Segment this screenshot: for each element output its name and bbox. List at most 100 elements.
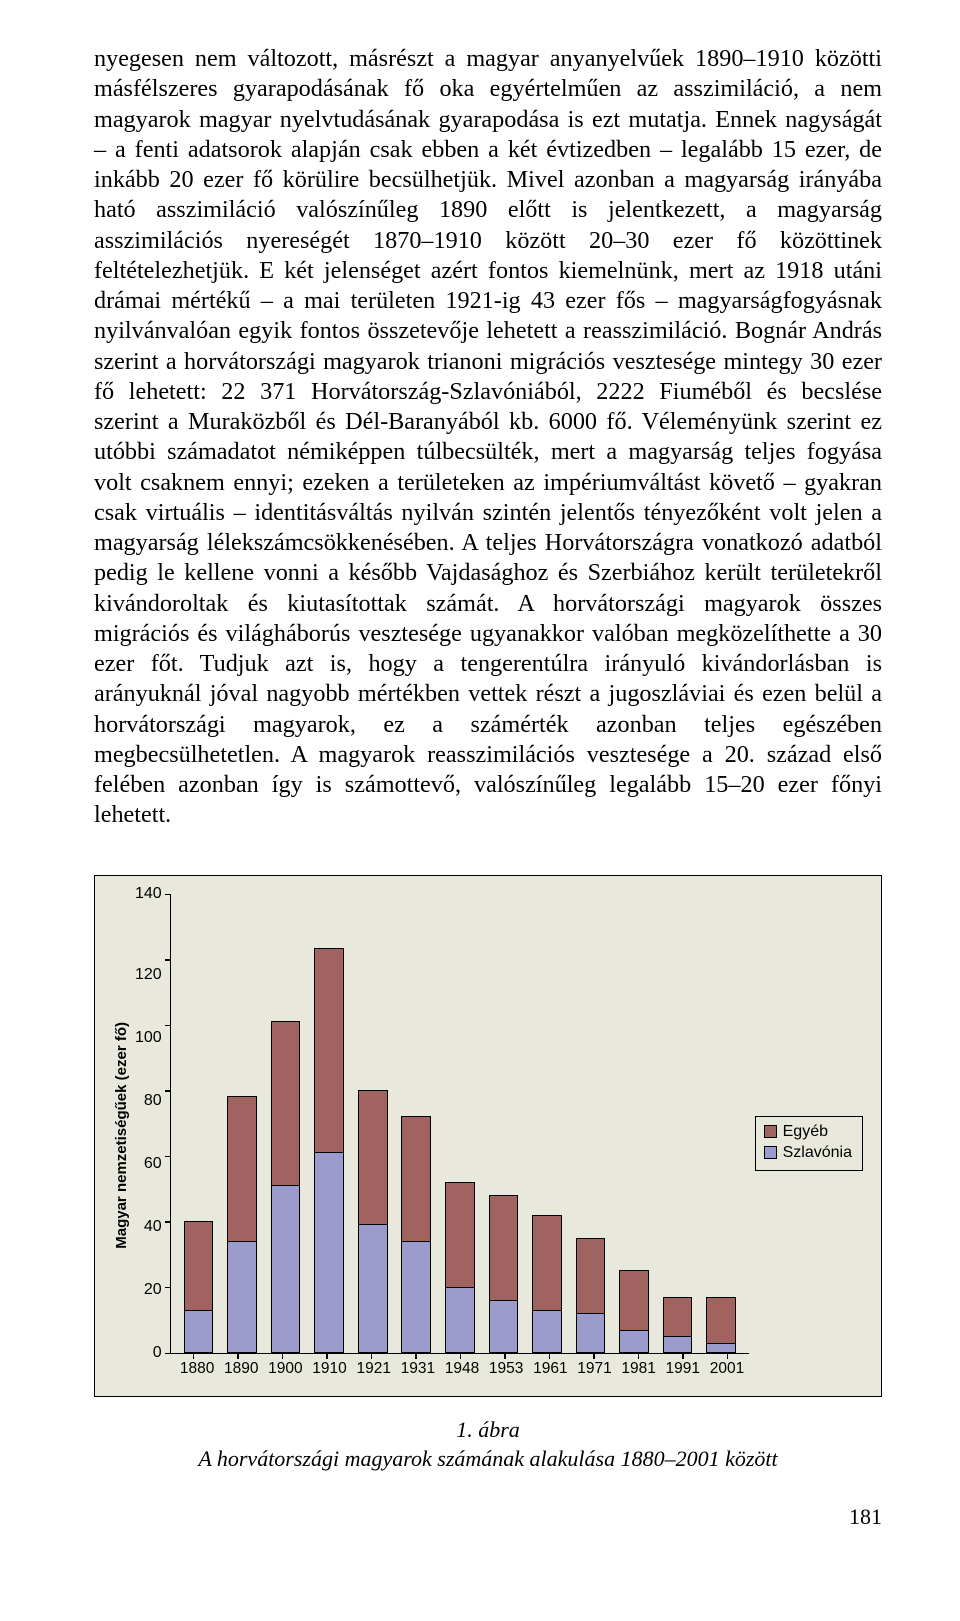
bar-slot [307,894,351,1353]
x-tick-mark [460,1353,462,1359]
stacked-bar [489,1195,519,1353]
y-tick-mark [165,1353,171,1355]
x-tick-label: 1953 [484,1360,528,1378]
legend-label: Szlavónia [783,1142,852,1164]
stacked-bar [532,1215,562,1353]
bar-slot [656,894,700,1353]
caption-line-2: A horvátországi magyarok számának alakul… [94,1444,882,1474]
bar-segment-egyeb [619,1270,649,1329]
y-tick-mark [165,894,171,896]
stacked-bar [227,1096,257,1352]
stacked-bar [314,948,344,1352]
page-number: 181 [94,1504,882,1530]
bar-segment-szlavonia [663,1336,693,1352]
x-tick-mark [638,1353,640,1359]
bar-segment-szlavonia [489,1300,519,1353]
x-tick-label: 1900 [263,1360,307,1378]
x-tick-label: 1961 [528,1360,572,1378]
bar-segment-szlavonia [271,1185,301,1353]
x-tick-label: 1931 [396,1360,440,1378]
x-tick-label: 1971 [572,1360,616,1378]
x-tick-label: 1880 [175,1360,219,1378]
bar-segment-egyeb [401,1116,431,1241]
bar-segment-egyeb [184,1221,214,1310]
bar-segment-egyeb [314,948,344,1152]
bar-segment-szlavonia [184,1310,214,1353]
x-tick-mark [682,1353,684,1359]
body-paragraph: nyegesen nem változott, másrészt a magya… [94,44,882,831]
x-tick-mark [371,1353,373,1359]
bar-slot [612,894,656,1353]
stacked-bar [401,1116,431,1353]
bar-segment-egyeb [706,1297,736,1343]
y-tick-label: 120 [135,966,162,984]
y-tick-label: 20 [144,1281,162,1299]
x-tick-label: 1921 [352,1360,396,1378]
bar-slot [351,894,395,1353]
x-tick-label: 1981 [617,1360,661,1378]
x-tick-label: 1991 [661,1360,705,1378]
page: nyegesen nem változott, másrészt a magya… [0,0,960,1560]
x-ticks: 1880189019001910192119311948195319611971… [135,1360,869,1378]
bar-segment-szlavonia [619,1330,649,1353]
stacked-bar [445,1182,475,1353]
bar-segment-egyeb [489,1195,519,1300]
bar-segment-szlavonia [358,1224,388,1352]
bar-segment-szlavonia [314,1152,344,1352]
y-tick-mark [165,1025,171,1027]
bar-slot [264,894,308,1353]
y-axis-label-wrap: Magyar nemzetiségűek (ezer fő) [107,894,135,1378]
caption-line-1: 1. ábra [94,1415,882,1445]
bar-segment-szlavonia [227,1241,257,1353]
y-tick-label: 140 [135,885,162,903]
x-tick-mark [593,1353,595,1359]
x-tick-mark [549,1353,551,1359]
stacked-bar [358,1090,388,1353]
bar-segment-szlavonia [706,1343,736,1353]
x-tick-mark [727,1353,729,1359]
bar-slot [438,894,482,1353]
y-tick-mark [165,1156,171,1158]
plot-area [170,894,749,1354]
legend-swatch [764,1146,777,1159]
stacked-bar [706,1297,736,1353]
bar-segment-szlavonia [576,1313,606,1352]
x-tick-label: 1890 [219,1360,263,1378]
x-tick-mark [237,1353,239,1359]
x-tick-mark [504,1353,506,1359]
x-tick-mark [282,1353,284,1359]
bar-segment-egyeb [576,1238,606,1314]
x-tick-mark [326,1353,328,1359]
y-tick-mark [165,1090,171,1092]
chart-container: Magyar nemzetiségűek (ezer fő) 140 120 100… [94,875,882,1397]
x-tick-label: 2001 [705,1360,749,1378]
bar-slot [699,894,743,1353]
stacked-bar [184,1221,214,1352]
y-tick-label: 100 [135,1029,162,1047]
bar-segment-egyeb [227,1096,257,1241]
bar-segment-szlavonia [445,1287,475,1353]
legend-item: Egyéb [764,1121,852,1143]
x-tick-label: 1948 [440,1360,484,1378]
y-tick-label: 60 [144,1155,162,1173]
bar-segment-egyeb [663,1297,693,1336]
x-tick-label: 1910 [307,1360,351,1378]
bar-slot [525,894,569,1353]
y-axis-label: Magyar nemzetiségűek (ezer fő) [113,1022,130,1249]
y-tick-mark [165,1221,171,1223]
stacked-bar [663,1297,693,1353]
x-tick-mark [415,1353,417,1359]
bar-slot [177,894,221,1353]
bar-segment-egyeb [445,1182,475,1287]
bar-slot [482,894,526,1353]
bar-slot [395,894,439,1353]
y-tick-label: 40 [144,1218,162,1236]
legend-swatch [764,1125,777,1138]
bar-slot [220,894,264,1353]
bar-segment-egyeb [532,1215,562,1310]
x-tick-mark [193,1353,195,1359]
legend: EgyébSzlavónia [755,1116,863,1171]
stacked-bar [619,1270,649,1352]
legend-label: Egyéb [783,1121,828,1143]
y-tick-label: 80 [144,1092,162,1110]
